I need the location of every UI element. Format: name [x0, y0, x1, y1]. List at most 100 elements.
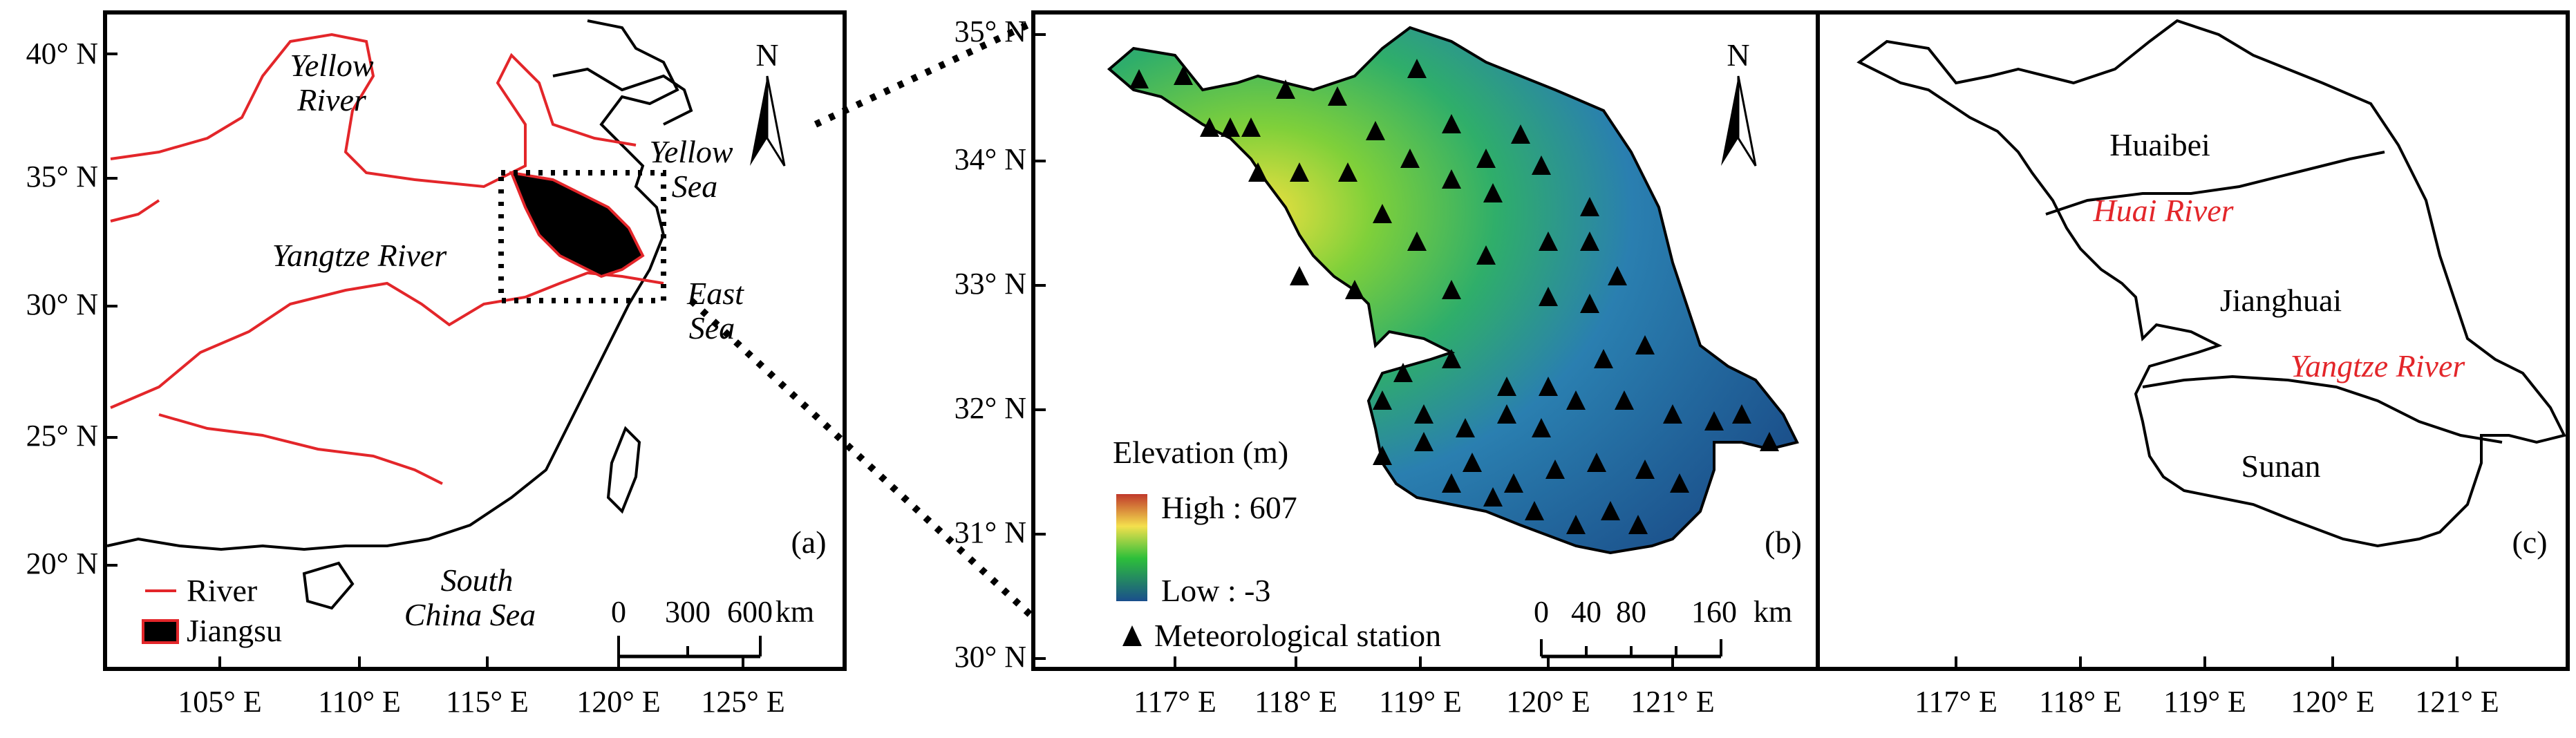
stations-layer — [1129, 59, 1779, 534]
north-arrow-b: N — [1721, 37, 1757, 167]
station-marker — [1393, 363, 1413, 382]
station-marker — [1463, 453, 1482, 472]
station-marker — [1456, 418, 1475, 437]
station-marker — [1497, 377, 1516, 396]
panel-c-frame — [1816, 10, 2570, 671]
taiwan-island — [606, 426, 641, 514]
lon-tick-b: 118° E — [1254, 685, 1337, 719]
station-marker — [1174, 66, 1193, 85]
station-marker — [1580, 294, 1599, 313]
station-marker — [1615, 390, 1634, 410]
station-marker — [1276, 79, 1295, 99]
coastline — [106, 19, 679, 551]
panel-a-label: (a) — [791, 524, 826, 560]
connector-top — [814, 17, 1039, 128]
station-marker — [1221, 117, 1240, 137]
station-marker — [1601, 501, 1620, 520]
elevation-legend-title: Elevation (m) — [1113, 435, 1288, 470]
lat-tick-b: 31° N — [955, 515, 1026, 549]
lon-tick-c: 117° E — [1915, 685, 1997, 719]
svg-text:600: 600 — [727, 595, 773, 629]
north-label-a: N — [755, 37, 778, 73]
station-marker — [1732, 404, 1751, 424]
station-legend-label: Meteorological station — [1154, 618, 1441, 653]
station-marker — [1497, 404, 1516, 424]
lon-tick-a: 115° E — [446, 685, 529, 719]
elevation-high-label: High : 607 — [1161, 490, 1297, 525]
station-marker — [1566, 515, 1586, 534]
station-marker — [1483, 183, 1503, 202]
station-marker — [1670, 473, 1689, 493]
station-marker — [1373, 446, 1392, 465]
station-marker — [1200, 117, 1219, 137]
lon-tick-b: 121° E — [1630, 685, 1714, 719]
station-marker — [1476, 245, 1496, 265]
lon-tick-a: 105° E — [178, 685, 261, 719]
lat-tick-b: 32° N — [955, 391, 1026, 425]
svg-text:km: km — [1754, 595, 1792, 629]
legend-river-label: River — [187, 573, 257, 608]
station-marker — [1442, 349, 1461, 368]
lon-tick-a: 125° E — [701, 685, 784, 719]
lon-tick-b: 120° E — [1506, 685, 1590, 719]
station-marker — [1241, 117, 1261, 137]
panel-c: Huaibei Jianghuai Sunan Huai River Yangt… — [1816, 10, 2570, 719]
station-marker — [1442, 280, 1461, 299]
station-marker — [1532, 418, 1551, 437]
region-huaibei: Huaibei — [2109, 127, 2210, 162]
station-marker — [1525, 501, 1544, 520]
station-marker — [1414, 432, 1433, 451]
yellow-river-label-1: Yellow — [290, 48, 373, 83]
lon-tick-c: 121° E — [2415, 685, 2499, 719]
region-jianghuai: Jianghuai — [2220, 283, 2342, 318]
panel-b-label: (b) — [1765, 524, 1802, 560]
yangtze-river — [110, 271, 664, 409]
svg-text:300: 300 — [665, 595, 711, 629]
huai-river-line — [2045, 151, 2385, 216]
lon-tick-c: 118° E — [2039, 685, 2122, 719]
svg-text:40: 40 — [1571, 595, 1601, 629]
station-marker — [1566, 390, 1586, 410]
yellow-sea-label-1: Yellow — [649, 134, 733, 169]
lat-tick-a: 25° N — [26, 419, 98, 453]
east-sea-label-2: Sea — [689, 310, 735, 346]
pearl-river — [158, 413, 443, 485]
huai-river-label: Huai River — [2092, 193, 2234, 228]
yangtze-river-label-c: Yangtze River — [2291, 348, 2466, 384]
lat-tick-a: 20° N — [26, 547, 98, 580]
station-marker — [1663, 404, 1682, 424]
station-marker — [1442, 473, 1461, 493]
station-marker — [1504, 473, 1523, 493]
station-marker — [1290, 266, 1309, 285]
north-label-b: N — [1727, 37, 1749, 73]
station-marker — [1248, 162, 1268, 182]
station-marker — [1407, 59, 1427, 78]
yangtze-river-label: Yangtze River — [272, 238, 448, 273]
panel-c-label: (c) — [2512, 524, 2547, 560]
lat-tick-b: 30° N — [955, 640, 1026, 674]
lat-tick-b: 35° N — [955, 15, 1026, 48]
station-marker — [1442, 114, 1461, 133]
lat-tick-a: 40° N — [26, 37, 98, 70]
lon-tick-a: 120° E — [576, 685, 660, 719]
south-china-sea-label-1: South — [441, 562, 514, 598]
station-marker — [1373, 390, 1392, 410]
station-marker — [1539, 287, 1558, 306]
legend-jiangsu-swatch — [142, 619, 179, 644]
station-marker — [1532, 155, 1551, 175]
station-marker — [1400, 149, 1420, 168]
jiangsu-shape — [509, 171, 645, 278]
station-marker — [1338, 162, 1357, 182]
north-arrow-a: N — [750, 37, 786, 167]
station-marker — [1608, 266, 1627, 285]
jiangsu-outline — [1856, 19, 2566, 548]
station-marker — [1539, 377, 1558, 396]
station-marker — [1328, 86, 1347, 106]
station-marker — [1345, 280, 1364, 299]
station-marker — [1366, 121, 1385, 140]
lon-tick-c: 120° E — [2291, 685, 2374, 719]
station-marker — [1476, 149, 1496, 168]
station-marker — [1635, 335, 1655, 354]
station-marker — [1704, 411, 1724, 430]
